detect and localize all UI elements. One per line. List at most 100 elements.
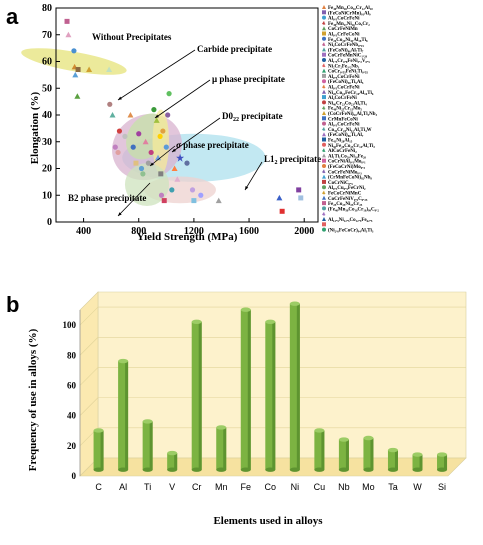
data-point bbox=[158, 192, 165, 198]
legend-entry: (FeCoCrNi)Mo₀.₃ bbox=[328, 165, 366, 170]
legend-marker bbox=[322, 10, 326, 15]
bar-base bbox=[93, 467, 104, 472]
bar-y-axis-label: Frequency of use in alloys (%) bbox=[27, 328, 39, 471]
legend-marker bbox=[322, 105, 326, 110]
y-tick-label: 30 bbox=[42, 137, 52, 148]
legend-entry: (Fe₄₀Mn₃₀Co₁₀Cr₁₀)₉₉C₀.₂ bbox=[328, 207, 379, 212]
data-point bbox=[127, 112, 134, 118]
bar bbox=[289, 303, 300, 470]
data-point bbox=[72, 71, 79, 78]
bar-top bbox=[93, 428, 104, 433]
legend-entry: Al₀.₃CrFeCoNi bbox=[328, 33, 360, 38]
legend-marker bbox=[322, 63, 326, 68]
chart-back-wall bbox=[97, 291, 467, 459]
x-tick-label: C bbox=[95, 482, 102, 492]
data-point bbox=[155, 154, 162, 161]
legend-marker bbox=[322, 195, 326, 200]
legend-entry: CoCrFeNiMn bbox=[328, 27, 358, 32]
bar-top bbox=[167, 450, 178, 456]
data-point bbox=[86, 66, 93, 73]
bar bbox=[142, 421, 153, 470]
data-point bbox=[166, 91, 172, 97]
legend-entry: Al₀.₃CoCrFeNi bbox=[328, 17, 360, 22]
bar bbox=[314, 430, 325, 470]
label-b2: B2 phase precipitate bbox=[68, 193, 146, 203]
x-tick-label: 400 bbox=[76, 226, 91, 237]
bar-base bbox=[216, 467, 227, 472]
bar-shade bbox=[272, 321, 276, 470]
legend-marker bbox=[322, 206, 326, 211]
y-tick-label: 100 bbox=[63, 320, 77, 330]
legend-entry: AlCoCrFeNi₂ bbox=[328, 149, 357, 154]
region-without-precipitates bbox=[21, 48, 127, 75]
legend-entry: Ni₂₀Co₁₀FeCr₁₀Al₁₀Ti₆ bbox=[328, 91, 374, 96]
bar-shade bbox=[321, 430, 325, 470]
legend-marker bbox=[322, 68, 326, 73]
bar-base bbox=[437, 467, 448, 472]
bar bbox=[387, 450, 398, 470]
bar-shade bbox=[345, 439, 349, 470]
panel-a: a 400 800 1200 1600 2000 0 10 20 30 40 50 60 70 80 Wi… bbox=[6, 3, 379, 243]
legend-entry: Ni₂Cr₂Fe₃.₂Nb₃ bbox=[328, 64, 360, 69]
bar-base bbox=[387, 467, 398, 472]
legend-marker bbox=[322, 89, 326, 94]
legend-entry: (FeCoNi)₉₀Ti₅Al₅ bbox=[328, 80, 364, 85]
legend-marker bbox=[322, 185, 326, 190]
data-point bbox=[136, 131, 142, 137]
legend-marker bbox=[322, 111, 326, 115]
bar bbox=[118, 361, 129, 470]
bar-shade bbox=[223, 427, 227, 470]
legend-entry: Al₁Ti₁Co₂₀Ni₂₀Fe₂₀ bbox=[328, 154, 367, 159]
x-tick-label: Mo bbox=[362, 482, 375, 492]
legend-entry: CoCrFeNiV₀.₅C₀.₂₅ bbox=[328, 197, 368, 202]
bar-base bbox=[289, 467, 300, 472]
y-tick-label: 10 bbox=[42, 190, 52, 201]
gridline-side bbox=[79, 337, 99, 356]
legend-marker bbox=[322, 174, 326, 179]
bar-shade bbox=[174, 453, 178, 470]
x-tick-label: V bbox=[169, 482, 175, 492]
bar-base bbox=[167, 467, 178, 472]
data-point bbox=[133, 160, 139, 166]
bar-top bbox=[289, 301, 300, 306]
y-tick-label: 50 bbox=[42, 83, 52, 94]
x-tick-label: W bbox=[413, 482, 422, 492]
y-tick-label: 60 bbox=[67, 380, 77, 390]
legend: Fe₄₀Mn₂₈Co₁₀Cr₁₂Al₁₀(FeCoNiCrMn)₉₁Al₉Al₀… bbox=[322, 5, 379, 234]
bar-base bbox=[142, 467, 153, 472]
legend-entry: CrMnFeCoNi bbox=[328, 117, 358, 122]
legend-marker bbox=[322, 20, 326, 25]
bar-top bbox=[387, 447, 398, 453]
data-point bbox=[198, 192, 204, 198]
legend-marker bbox=[322, 142, 326, 147]
data-point bbox=[189, 187, 196, 193]
data-point bbox=[109, 112, 116, 118]
legend-entry: Al₀.₃Cu₀.₅FeCrNi₂ bbox=[328, 186, 366, 191]
legend-entry: CoCrFeNiMo₀.₃ bbox=[328, 170, 362, 175]
legend-marker bbox=[322, 169, 326, 174]
bar-base bbox=[363, 467, 374, 472]
bar-shade bbox=[125, 361, 129, 470]
legend-entry: Al₀.₅CoCrFeNi bbox=[328, 75, 360, 80]
bar bbox=[412, 454, 423, 470]
legend-marker bbox=[322, 211, 326, 216]
legend-entry: CoCrNiC₀.₅ bbox=[328, 181, 353, 186]
x-tick-label: Mn bbox=[215, 482, 228, 492]
panel-a-label: a bbox=[6, 4, 19, 29]
y-tick-label: 40 bbox=[67, 411, 77, 421]
legend-entry: Fe₄₀Ni₂₅Cr₁₅Mo₅ bbox=[328, 107, 362, 112]
bar-x-axis-label: Elements used in alloys bbox=[213, 515, 323, 527]
legend-entry: CoCrFeMnNiC₁.₂₀ bbox=[328, 54, 368, 59]
legend-marker bbox=[322, 222, 326, 227]
legend-marker bbox=[322, 158, 326, 163]
legend-entry: Al₀.₃CoCrFeNi bbox=[328, 86, 360, 91]
label-l12: L12 precipitate bbox=[264, 154, 321, 166]
legend-entry: Co₃₅Cr₂₄Ni₁₁Al₄Ti₄W bbox=[328, 128, 372, 133]
data-point bbox=[160, 128, 166, 134]
legend-entry: CoCrNiAl₀.₁Mo₀.₁ bbox=[328, 160, 366, 165]
legend-entry: (CoCrFeNi)₉₄Al₃Ti₃Nb₃ bbox=[328, 112, 378, 117]
region-b2 bbox=[124, 163, 170, 206]
data-point bbox=[296, 187, 302, 193]
precipitate-regions bbox=[21, 48, 266, 206]
region-d022 bbox=[152, 109, 170, 174]
